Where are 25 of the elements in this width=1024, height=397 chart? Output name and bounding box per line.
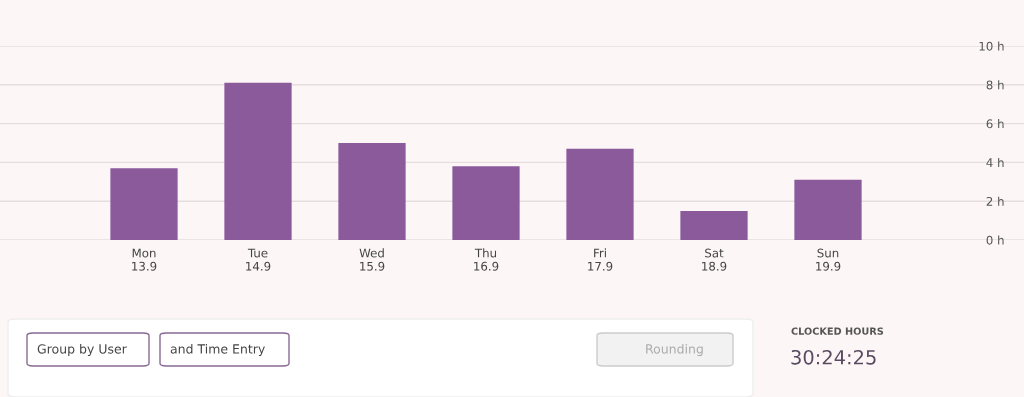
bar [452, 166, 520, 240]
text: Group by User [37, 343, 127, 357]
y-tick-label: 0 h [986, 235, 1004, 245]
text: Rounding [646, 343, 703, 357]
bar [338, 143, 406, 240]
x-tick-label: Thu 16.9 [474, 248, 499, 271]
x-tick-label: Sat 18.9 [702, 248, 727, 271]
bar [224, 82, 292, 240]
bar [110, 168, 178, 240]
text: and Time Entry [170, 343, 265, 357]
y-tick-label: 4 h [986, 157, 1004, 167]
bar [566, 148, 634, 240]
x-tick-label: Wed 15.9 [359, 248, 385, 271]
y-tick-label: 2 h [986, 196, 1004, 206]
x-tick-label: Fri 17.9 [588, 248, 613, 271]
x-tick-label: Mon 13.9 [132, 248, 157, 271]
text: 30:24:25 [791, 349, 876, 365]
x-tick-label: Tue 14.9 [246, 248, 271, 271]
bar [794, 179, 862, 240]
text: CLOCKED HOURS [791, 327, 884, 335]
y-tick-label: 6 h [986, 119, 1004, 129]
x-tick-label: Sun 19.9 [816, 248, 841, 271]
y-tick-label: 10 h [979, 41, 1004, 51]
y-tick-label: 8 h [986, 80, 1004, 90]
bar [680, 210, 748, 240]
